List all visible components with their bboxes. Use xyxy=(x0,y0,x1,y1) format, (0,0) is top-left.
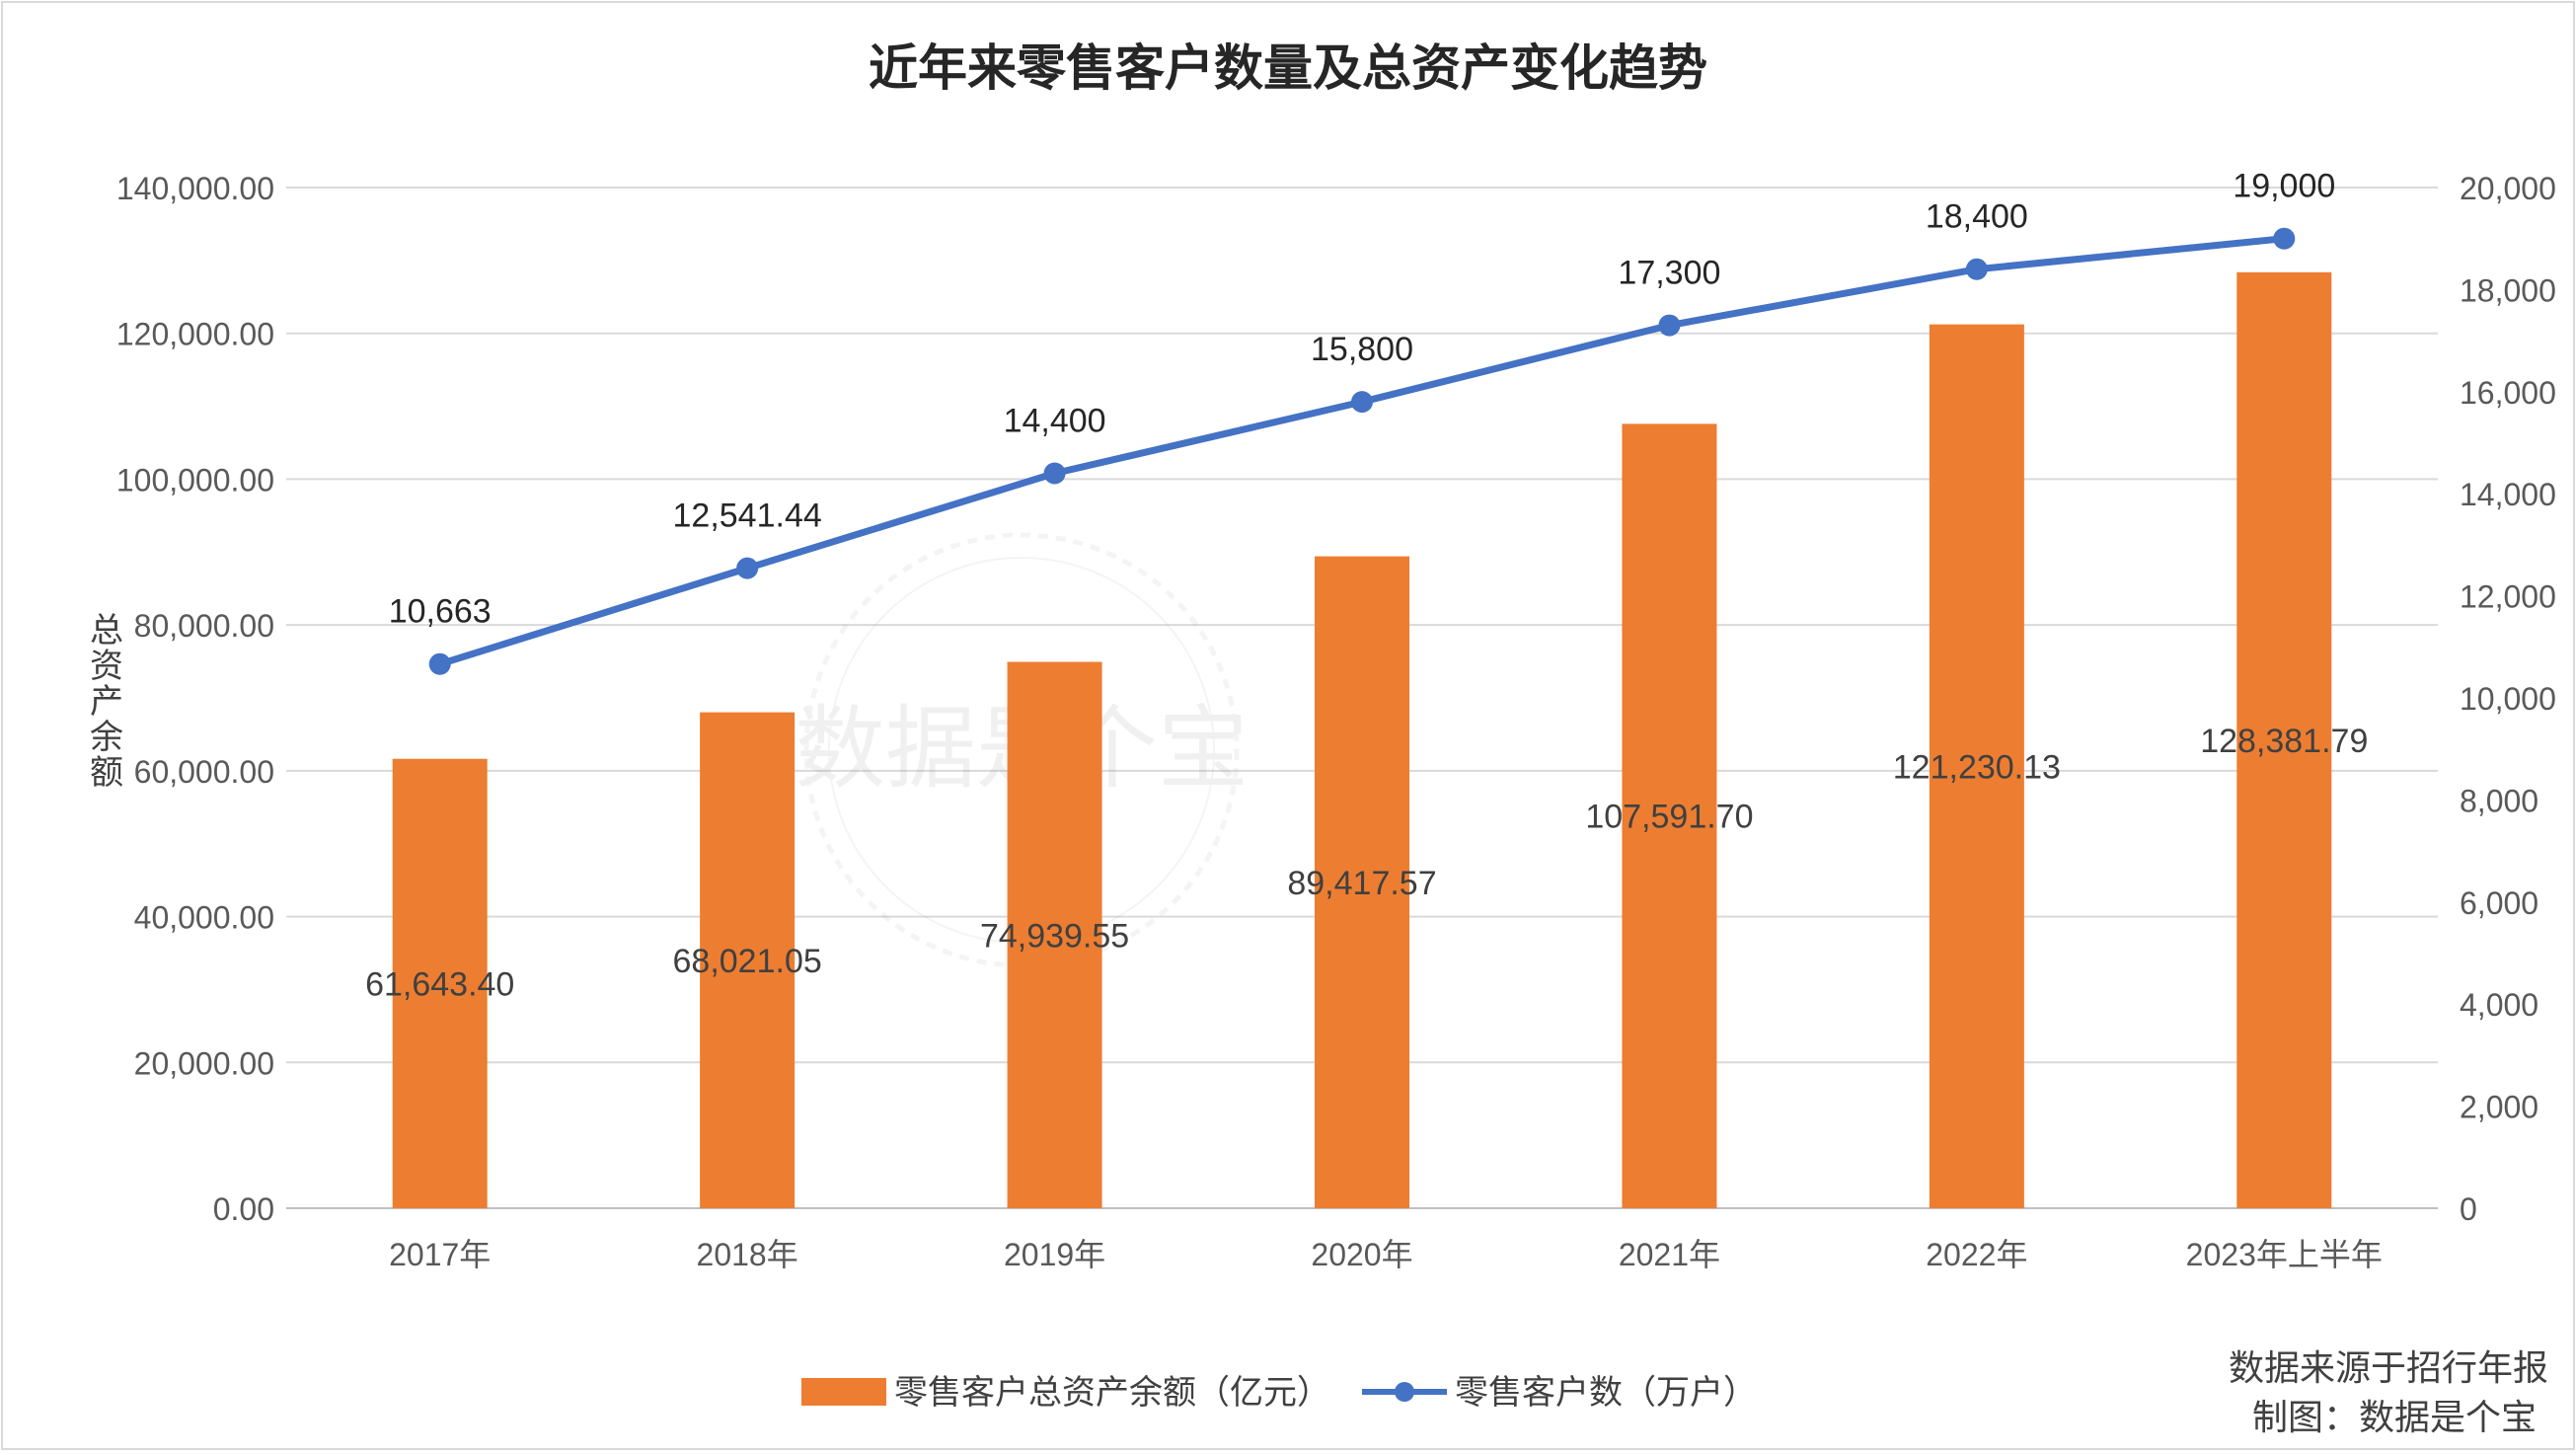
y-tick-label: 100,000.00 xyxy=(116,462,274,498)
bar-data-label: 89,417.57 xyxy=(1287,865,1436,902)
y2-tick-label: 18,000 xyxy=(2460,272,2556,308)
x-tick-label: 2023年上半年 xyxy=(2186,1237,2383,1272)
x-axis-ticks: 2017年 2018年 2019年 2020年 2021年 2022年 2023年上半年 xyxy=(389,1237,2383,1272)
line-point xyxy=(428,652,451,675)
line-data-label: 17,300 xyxy=(1618,255,1720,292)
bar xyxy=(1622,423,1717,1209)
y2-tick-label: 14,000 xyxy=(2460,477,2556,512)
bar-data-label: 68,021.05 xyxy=(673,943,822,980)
y2-tick-label: 0 xyxy=(2460,1191,2477,1227)
x-tick-label: 2018年 xyxy=(697,1237,798,1272)
bar-data-label: 61,643.40 xyxy=(365,965,514,1003)
legend-swatch-bar xyxy=(801,1378,886,1406)
line-point xyxy=(1965,258,1988,280)
line-point xyxy=(2273,227,2296,250)
legend-label-bar: 零售客户总资产余额（亿元） xyxy=(894,1374,1330,1412)
line-data-label: 19,000 xyxy=(2233,168,2335,205)
line-data-label: 10,663 xyxy=(389,593,492,631)
x-tick-label: 2021年 xyxy=(1619,1237,1720,1272)
y-tick-label: 20,000.00 xyxy=(134,1045,274,1081)
line-data-label: 18,400 xyxy=(1926,198,2028,236)
y-tick-label: 40,000.00 xyxy=(134,900,274,936)
bar-data-label: 74,939.55 xyxy=(980,917,1129,955)
bar-data-label: 107,591.70 xyxy=(1585,799,1753,836)
bar-series xyxy=(392,271,2332,1209)
bar-data-label: 121,230.13 xyxy=(1893,748,2061,786)
line-point xyxy=(736,557,759,579)
y2-tick-label: 6,000 xyxy=(2460,885,2538,921)
line-data-label: 12,541.44 xyxy=(673,498,822,535)
line-point xyxy=(1658,314,1681,337)
bar xyxy=(392,758,488,1208)
y2-tick-label: 12,000 xyxy=(2460,579,2556,615)
x-tick-label: 2022年 xyxy=(1926,1237,2027,1272)
legend-label-line: 零售客户数（万户） xyxy=(1455,1374,1757,1412)
y-tick-label: 0.00 xyxy=(213,1191,274,1227)
legend-swatch-marker xyxy=(1395,1382,1414,1402)
legend: 零售客户总资产余额（亿元） 零售客户数（万户） xyxy=(801,1374,1757,1412)
line-data-label: 14,400 xyxy=(1004,403,1106,440)
source-note-line-2: 制图：数据是个宝 xyxy=(2252,1397,2537,1437)
line-data-labels: 10,663 12,541.44 14,400 15,800 17,300 18,400 1… xyxy=(389,168,2336,631)
x-tick-label: 2019年 xyxy=(1004,1237,1105,1272)
bar xyxy=(1315,556,1409,1208)
source-note-line-1: 数据来源于招行年报 xyxy=(2229,1347,2548,1388)
bar xyxy=(700,712,796,1208)
bar-data-label: 128,381.79 xyxy=(2200,723,2368,760)
x-tick-label: 2017年 xyxy=(389,1237,491,1272)
line-point xyxy=(1351,391,1373,414)
bar xyxy=(2236,271,2332,1208)
y2-tick-label: 16,000 xyxy=(2460,375,2556,411)
y2-tick-label: 2,000 xyxy=(2460,1090,2538,1125)
y2-tick-label: 4,000 xyxy=(2460,987,2538,1023)
y2-tick-label: 10,000 xyxy=(2460,681,2556,717)
line-series xyxy=(428,227,2296,675)
bar-data-labels: 61,643.40 68,021.05 74,939.55 89,417.57 107,… xyxy=(365,723,2368,1003)
y-tick-label: 60,000.00 xyxy=(134,754,274,790)
x-tick-label: 2020年 xyxy=(1311,1237,1412,1272)
y-tick-label: 120,000.00 xyxy=(116,317,274,352)
line-data-label: 15,800 xyxy=(1311,331,1413,368)
bar xyxy=(1007,661,1102,1208)
y2-tick-label: 8,000 xyxy=(2460,783,2538,818)
y-axis-right-ticks: 0 2,000 4,000 6,000 8,000 10,000 12,000 14,000 1… xyxy=(2460,171,2556,1227)
line-point xyxy=(1043,462,1066,485)
chart-title: 近年来零售客户数量及总资产变化趋势 xyxy=(869,40,1707,96)
y-tick-label: 80,000.00 xyxy=(134,608,274,644)
bar xyxy=(1929,324,2024,1208)
y-tick-label: 140,000.00 xyxy=(116,171,274,206)
y-axis-title: 总资产余额 xyxy=(90,612,123,792)
y-axis-left-ticks: 0.00 20,000.00 40,000.00 60,000.00 80,000.00… xyxy=(116,171,274,1227)
y2-tick-label: 20,000 xyxy=(2460,171,2556,206)
